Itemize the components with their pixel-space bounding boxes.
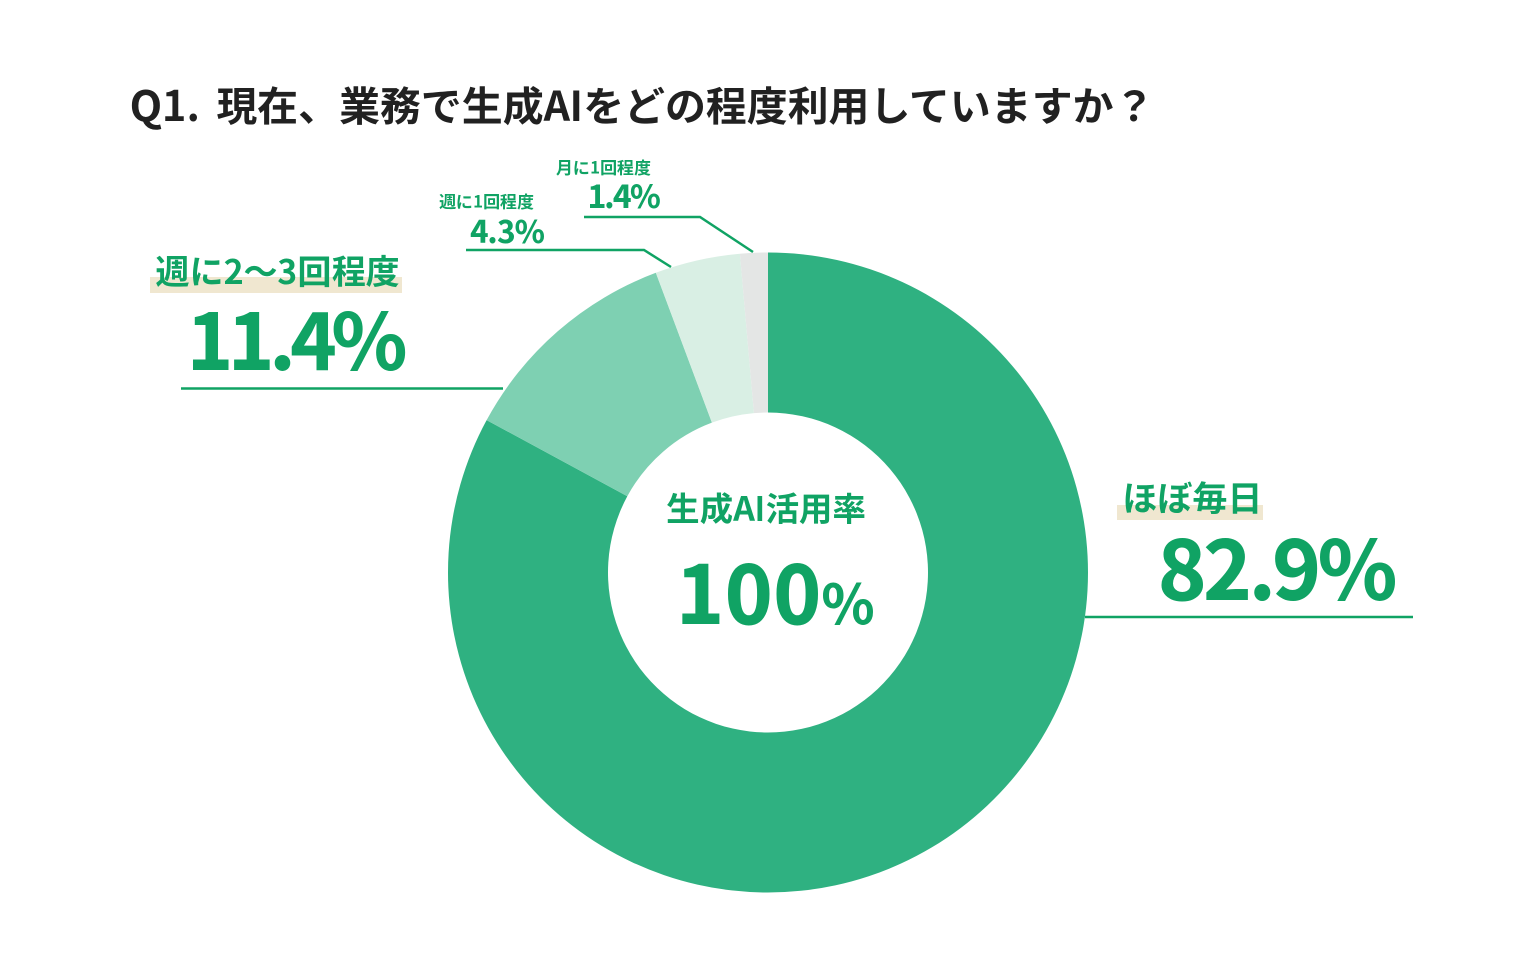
segment-value-almost-every-day: 82.9% bbox=[1157, 504, 1398, 624]
segment-value-once-month: 1.4% bbox=[587, 172, 661, 218]
leader-line-2 bbox=[466, 248, 672, 269]
segment-value-2-3-times-week: 11.4% bbox=[187, 280, 407, 393]
segment-name-2-3-times-week: 週に2〜3回程度 bbox=[155, 245, 400, 294]
donut-center-value-unit: % bbox=[821, 560, 876, 640]
segment-name-once-week: 週に1回程度 bbox=[439, 188, 535, 213]
chart-title-number: Q1. bbox=[129, 72, 201, 134]
segment-name-almost-every-day: ほぼ毎日 bbox=[1122, 470, 1263, 522]
donut-segment-3 bbox=[739, 252, 768, 414]
donut-center-value-number: 100 bbox=[675, 531, 822, 648]
donut-segment-2 bbox=[655, 253, 754, 423]
donut-segment-0 bbox=[448, 252, 1089, 893]
donut-center-value: 100% bbox=[576, 549, 976, 630]
donut-segment-1 bbox=[486, 272, 712, 497]
highlight-almost-every-day bbox=[1117, 505, 1263, 520]
segment-name-once-month: 月に1回程度 bbox=[556, 154, 652, 179]
highlight-2-3-times-week bbox=[150, 277, 402, 293]
leader-line-3 bbox=[584, 215, 754, 254]
chart-title-text: 現在、業務で生成AIをどの程度利用していますか？ bbox=[216, 73, 1155, 133]
segment-value-once-week: 4.3% bbox=[470, 207, 545, 252]
donut-center-label: 生成AI活用率 bbox=[665, 481, 867, 531]
